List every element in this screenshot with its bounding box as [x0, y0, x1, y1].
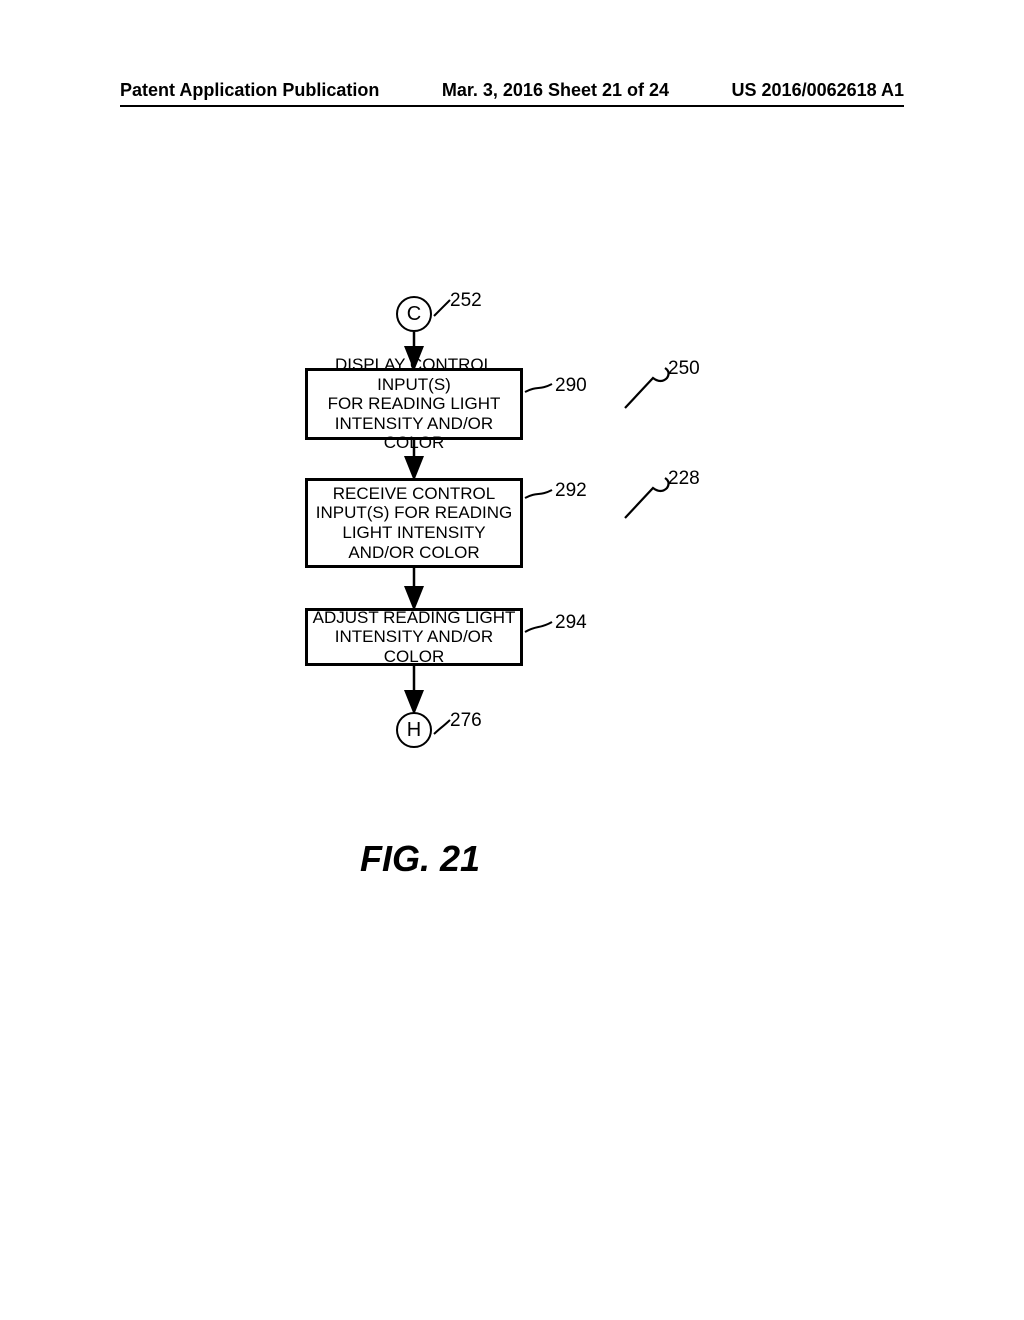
box-receive-control: RECEIVE CONTROL INPUT(S) FOR READING LIG… [305, 478, 523, 568]
box2-text: RECEIVE CONTROL INPUT(S) FOR READING LIG… [316, 484, 512, 562]
box3-text: ADJUST READING LIGHT INTENSITY AND/OR CO… [308, 608, 520, 667]
connector-h-circle: H [396, 712, 432, 748]
ref-252: 252 [450, 290, 482, 312]
box-display-control: DISPLAY CONTROL INPUT(S) FOR READING LIG… [305, 368, 523, 440]
figure-label: FIG. 21 [360, 838, 480, 880]
ref-290: 290 [555, 375, 587, 397]
box-adjust-light: ADJUST READING LIGHT INTENSITY AND/OR CO… [305, 608, 523, 666]
connector-h-label: H [407, 719, 421, 742]
flowchart-diagram: C 252 DISPLAY CONTROL INPUT(S) FOR READI… [0, 0, 1024, 1320]
ref-294: 294 [555, 612, 587, 634]
ref-276: 276 [450, 710, 482, 732]
connector-c-circle: C [396, 296, 432, 332]
ref-292: 292 [555, 480, 587, 502]
ref-250: 250 [668, 358, 700, 380]
box1-text: DISPLAY CONTROL INPUT(S) FOR READING LIG… [308, 355, 520, 453]
connector-c-label: C [407, 303, 421, 326]
ref-228: 228 [668, 468, 700, 490]
